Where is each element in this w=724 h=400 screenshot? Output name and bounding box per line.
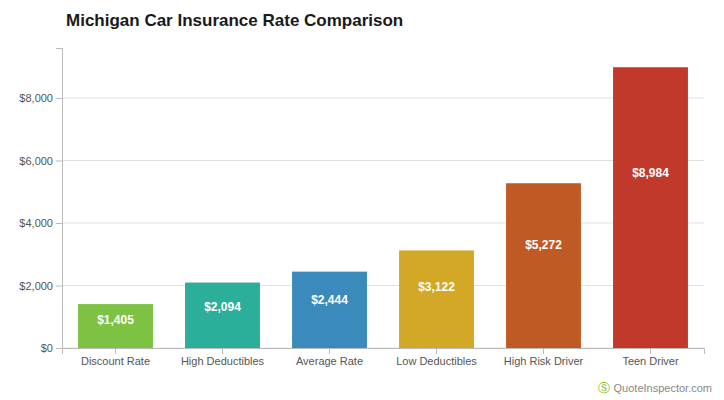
tick: High Deductibles: [181, 348, 265, 367]
watermark: QuoteInspector.com Ⓢ: [598, 381, 712, 395]
x-axis: Discount Rate High Deductibles Average Rat…: [63, 348, 705, 367]
bar: [78, 304, 153, 348]
tick-label: Average Rate: [296, 355, 363, 367]
tick-mark: [329, 348, 330, 354]
tick: $2,000: [19, 280, 62, 292]
tick-label: Discount Rate: [81, 355, 150, 367]
tick-mark: [115, 348, 116, 354]
bar: [292, 272, 367, 348]
tick-label: High Deductibles: [181, 355, 265, 367]
tick-mark: [222, 348, 223, 354]
axis-line: [63, 349, 705, 355]
tick: Discount Rate: [81, 348, 150, 367]
annotation: Ⓢ: [598, 381, 610, 395]
tick: High Risk Driver: [504, 348, 584, 367]
tick: $0: [41, 342, 62, 354]
tick-label: $4,000: [19, 217, 53, 229]
tick-label: Low Deductibles: [396, 355, 477, 367]
tick-mark: [56, 98, 62, 99]
y-axis: $0 $2,000 $4,000 $6,000 $8,000: [19, 49, 62, 355]
data-label: $2,094: [204, 300, 241, 314]
axis-line: [56, 49, 63, 349]
tick: $8,000: [19, 92, 62, 104]
grid-line: [62, 285, 704, 286]
tick-mark: [650, 348, 651, 354]
grid-line: [62, 160, 704, 161]
tick-mark: [56, 161, 62, 162]
grid-line: [62, 223, 704, 224]
bars: [78, 67, 688, 348]
tick-label: $2,000: [19, 280, 53, 292]
tick-label: Teen Driver: [622, 355, 679, 367]
tick-mark: [436, 348, 437, 354]
tick: Teen Driver: [622, 348, 679, 367]
tick-mark: [56, 223, 62, 224]
title: Michigan Car Insurance Rate Comparison: [66, 11, 403, 30]
data-label: $1,405: [97, 313, 134, 327]
grid: [62, 98, 704, 348]
annotation: QuoteInspector.com: [614, 382, 712, 394]
data-label: $8,984: [632, 166, 669, 180]
bar: [613, 67, 688, 348]
tick: Low Deductibles: [396, 348, 477, 367]
tick: $4,000: [19, 217, 62, 229]
tick-mark: [56, 286, 62, 287]
tick-label: $0: [41, 342, 53, 354]
bar: [399, 250, 474, 348]
data-labels: $1,405 $2,094 $2,444 $3,122 $5,272 $8,984: [97, 166, 669, 327]
tick: Average Rate: [296, 348, 363, 367]
data-label: $3,122: [418, 280, 455, 294]
tick-label: High Risk Driver: [504, 355, 584, 367]
bar: [185, 283, 260, 348]
tick: $6,000: [19, 155, 62, 167]
tick-label: $6,000: [19, 155, 53, 167]
grid-line: [62, 98, 704, 99]
bar: [506, 183, 581, 348]
tick-mark: [56, 348, 62, 349]
tick-label: $8,000: [19, 92, 53, 104]
tick-mark: [543, 348, 544, 354]
plot: $0 $2,000 $4,000 $6,000 $8,000 Discount Rate H…: [19, 49, 704, 367]
data-label: $5,272: [525, 238, 562, 252]
chart: $0 $2,000 $4,000 $6,000 $8,000 Discount Rate H…: [0, 0, 724, 400]
data-label: $2,444: [311, 293, 348, 307]
